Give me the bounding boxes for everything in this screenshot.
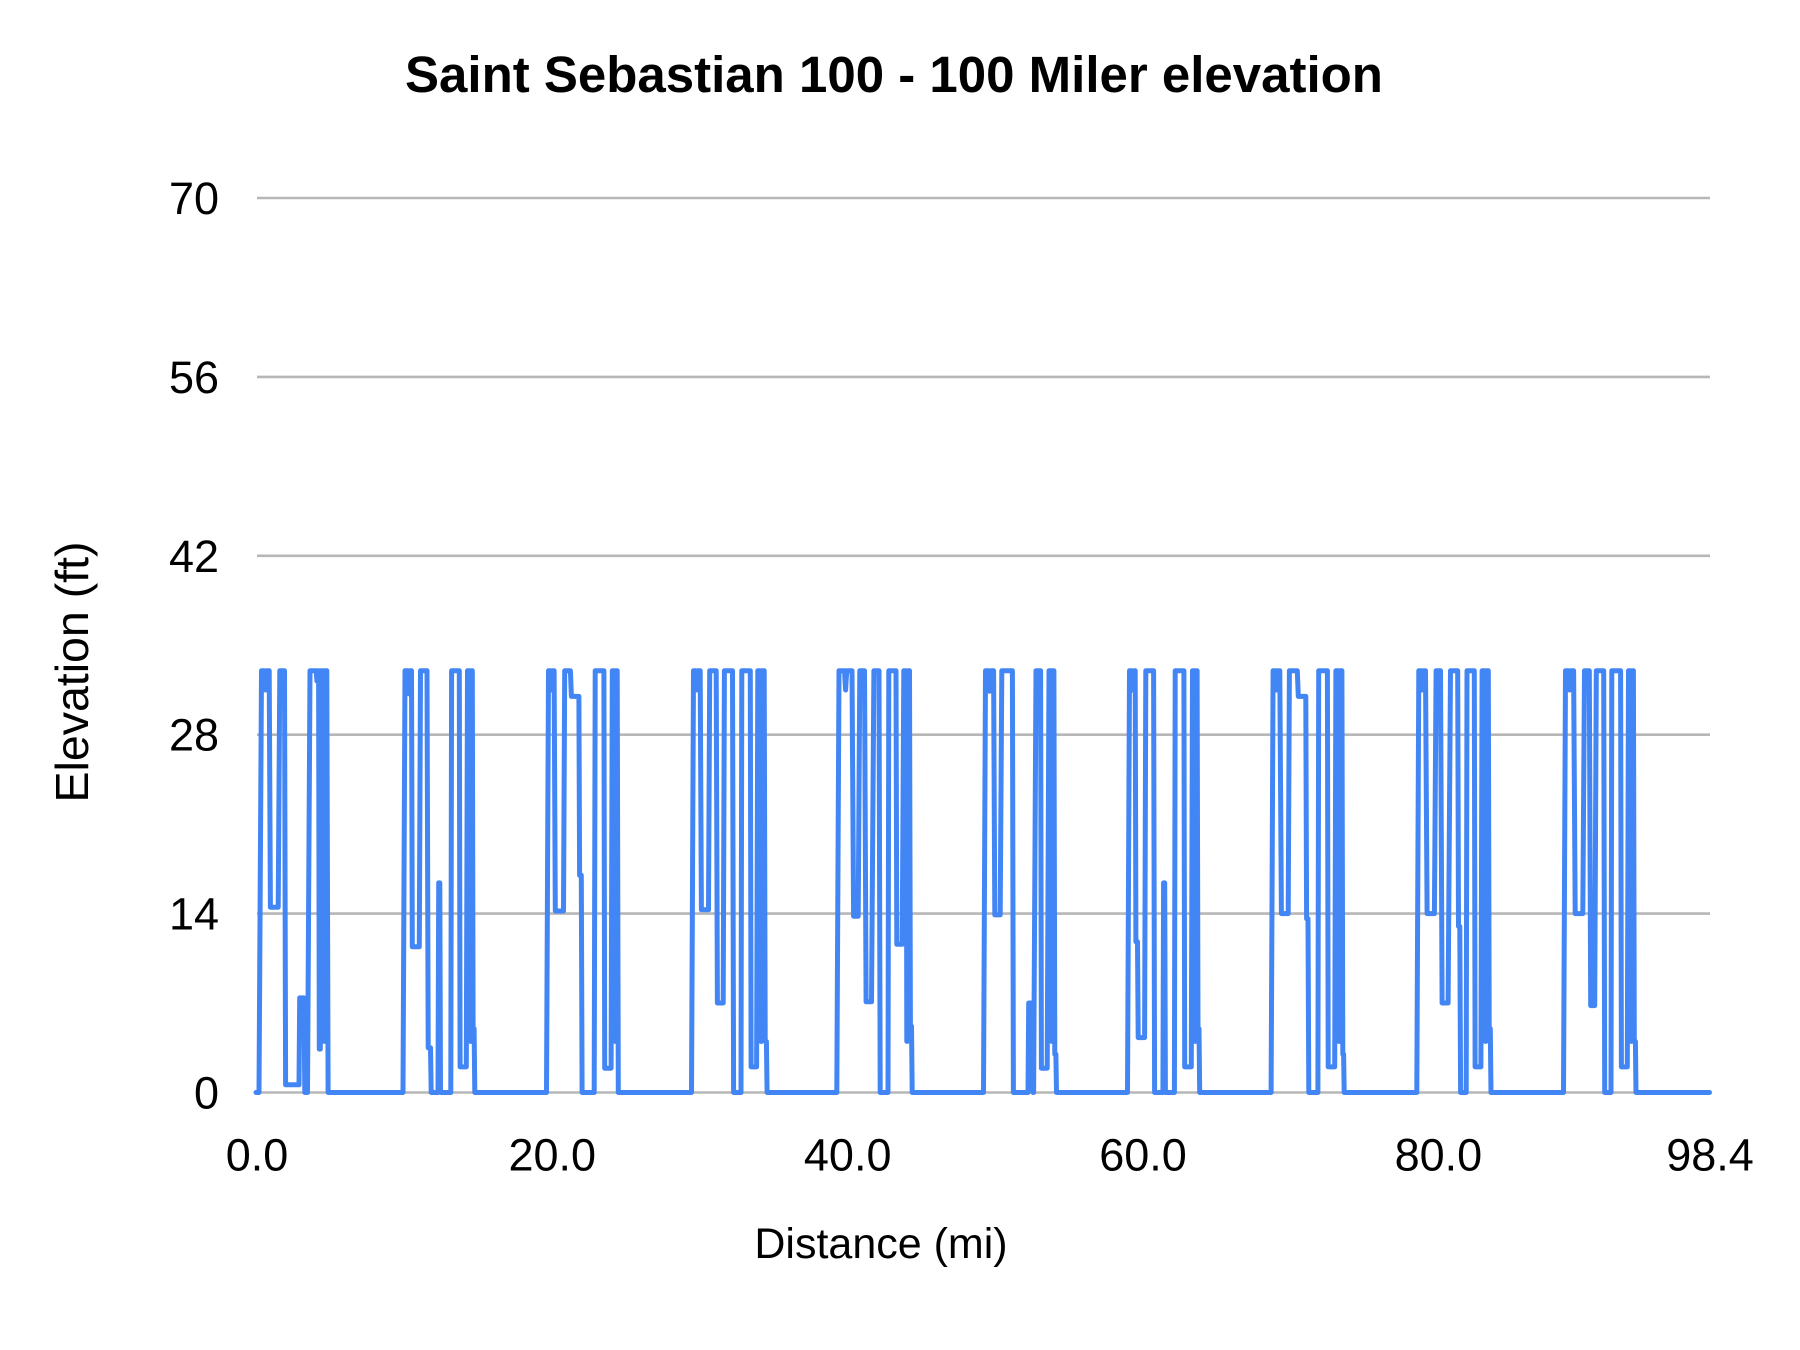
svg-text:Saint Sebastian 100 - 100 Mile: Saint Sebastian 100 - 100 Miler elevatio…	[405, 46, 1383, 103]
svg-text:0: 0	[194, 1068, 219, 1119]
svg-text:60.0: 60.0	[1099, 1130, 1187, 1181]
svg-text:Elevation (ft): Elevation (ft)	[46, 541, 98, 802]
svg-text:28: 28	[169, 710, 219, 761]
svg-text:0.0: 0.0	[226, 1130, 289, 1181]
svg-text:40.0: 40.0	[804, 1130, 892, 1181]
svg-text:42: 42	[169, 531, 219, 582]
svg-text:70: 70	[169, 173, 219, 224]
svg-text:56: 56	[169, 352, 219, 403]
svg-text:98.4: 98.4	[1666, 1130, 1754, 1181]
svg-text:14: 14	[169, 889, 219, 940]
svg-text:80.0: 80.0	[1395, 1130, 1483, 1181]
svg-text:Distance (mi): Distance (mi)	[754, 1220, 1007, 1268]
svg-text:20.0: 20.0	[509, 1130, 597, 1181]
